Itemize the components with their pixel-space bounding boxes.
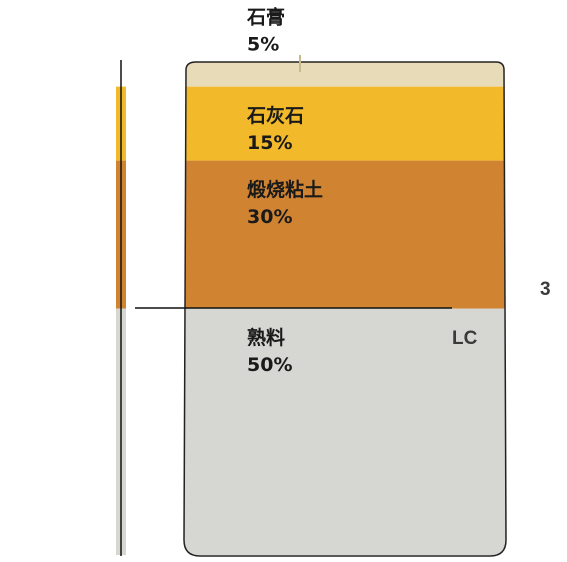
segment-name: 石灰石 (246, 104, 304, 127)
logo-superscript: 3 (540, 279, 551, 300)
segment-name: 石膏 (246, 6, 285, 29)
segment-percent: 30% (247, 206, 292, 228)
segment (184, 160, 506, 309)
bag (184, 62, 506, 555)
segment (184, 308, 506, 555)
segment (184, 62, 506, 87)
segment-percent: 15% (247, 132, 292, 154)
segment-percent: 5% (247, 34, 279, 56)
segment-name: 熟料 (247, 326, 285, 349)
segment-percent: 50% (247, 354, 292, 376)
logo: LC (452, 328, 478, 349)
segment-name: 煅烧粘土 (247, 178, 323, 201)
bag-outline (183, 61, 507, 557)
segment (184, 86, 506, 161)
